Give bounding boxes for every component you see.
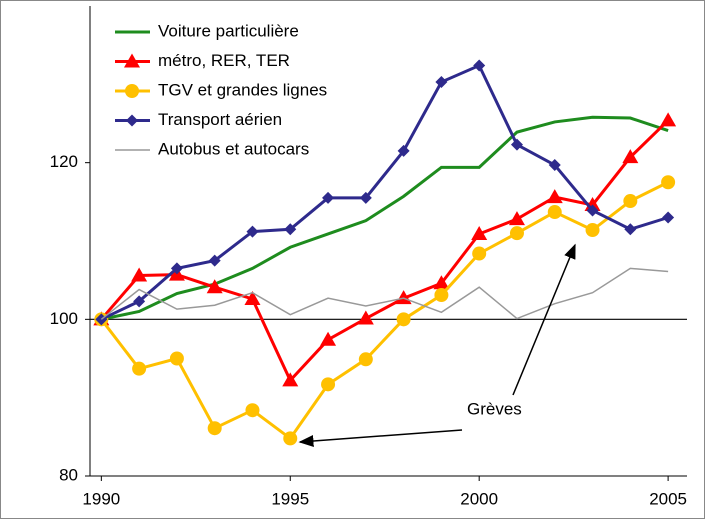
series-line [101,115,669,321]
marker [357,310,374,325]
x-tick-label: 1990 [82,489,120,508]
marker [473,59,486,72]
marker [132,361,147,376]
marker [131,267,148,282]
marker [133,295,146,308]
marker [124,53,140,68]
marker [547,205,562,220]
marker [622,149,639,164]
annotation-arrow [298,429,463,447]
marker [358,352,373,367]
marker [433,275,450,290]
legend-label: métro, RER, TER [158,51,290,70]
series-line [100,63,669,321]
marker [284,223,297,236]
marker [208,254,221,267]
marker [546,189,563,204]
marker [435,75,448,88]
marker [206,279,223,294]
marker [322,191,335,204]
marker [126,114,138,127]
marker [510,138,523,151]
marker [282,372,299,387]
legend-label: Voiture particulière [158,21,299,40]
annotation-arrow [512,243,576,396]
marker [434,288,449,303]
x-tick-label: 2000 [460,489,498,508]
marker [169,351,184,366]
series-line [100,180,669,441]
marker [245,403,260,418]
marker [244,290,261,305]
annotation: Grèves [467,399,522,418]
series-line [100,267,669,320]
marker [207,421,222,436]
y-tick-label: 80 [59,465,78,484]
marker [548,159,561,172]
marker [321,377,336,392]
marker [359,191,372,204]
marker [246,225,259,238]
marker [125,84,139,98]
marker [283,431,298,446]
marker [624,223,637,236]
marker [396,312,411,327]
marker [660,112,677,127]
legend-label: Transport aérien [158,110,282,129]
series-line [100,119,670,384]
legend-label: Autobus et autocars [158,139,309,158]
marker [509,226,524,241]
x-tick-label: 2005 [649,489,687,508]
marker [585,223,600,238]
x-tick-label: 1995 [271,489,309,508]
marker [661,175,676,190]
marker [508,211,525,226]
marker [397,144,410,157]
y-tick-label: 100 [50,309,78,328]
legend-label: TGV et grandes lignes [158,80,327,99]
marker [170,262,183,275]
marker [472,246,487,261]
marker [471,225,488,240]
y-tick-label: 120 [50,152,78,171]
marker [320,331,337,346]
marker [623,194,638,209]
marker [395,290,412,305]
marker [662,211,675,224]
marker [586,204,599,217]
